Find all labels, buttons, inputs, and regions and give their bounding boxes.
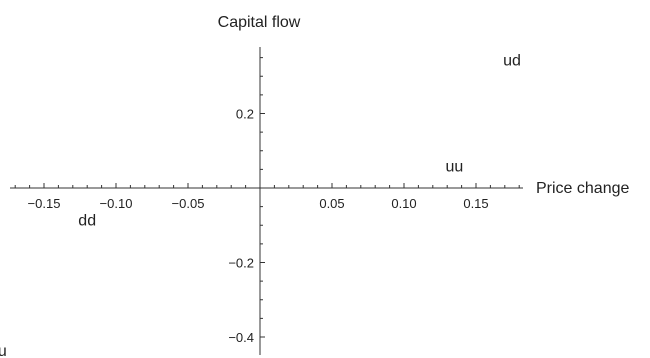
point-label-du: du	[0, 343, 7, 358]
x-tick-label: 0.15	[463, 196, 488, 211]
ticks-group	[14, 57, 520, 338]
y-tick-label: −0.4	[228, 330, 254, 345]
y-axis-title: Capital flow	[218, 14, 301, 31]
point-labels-group: ud uu dd du	[0, 52, 521, 358]
x-tick-label: −0.10	[100, 196, 133, 211]
axes-group	[10, 47, 523, 355]
point-label-dd: dd	[78, 213, 96, 230]
x-axis-title: Price change	[536, 180, 629, 197]
x-tick-label: 0.05	[319, 196, 344, 211]
y-tick-label: −0.2	[228, 256, 254, 271]
point-label-ud: ud	[503, 52, 521, 69]
x-tick-label: 0.10	[391, 196, 416, 211]
tick-labels-group: −0.15 −0.10 −0.05 0.05 0.10 0.15 0.2 −0.2 −0.4	[28, 107, 489, 346]
y-tick-label: 0.2	[236, 107, 254, 122]
x-tick-label: −0.15	[28, 196, 61, 211]
x-tick-label: −0.05	[172, 196, 205, 211]
point-label-uu: uu	[446, 159, 464, 176]
